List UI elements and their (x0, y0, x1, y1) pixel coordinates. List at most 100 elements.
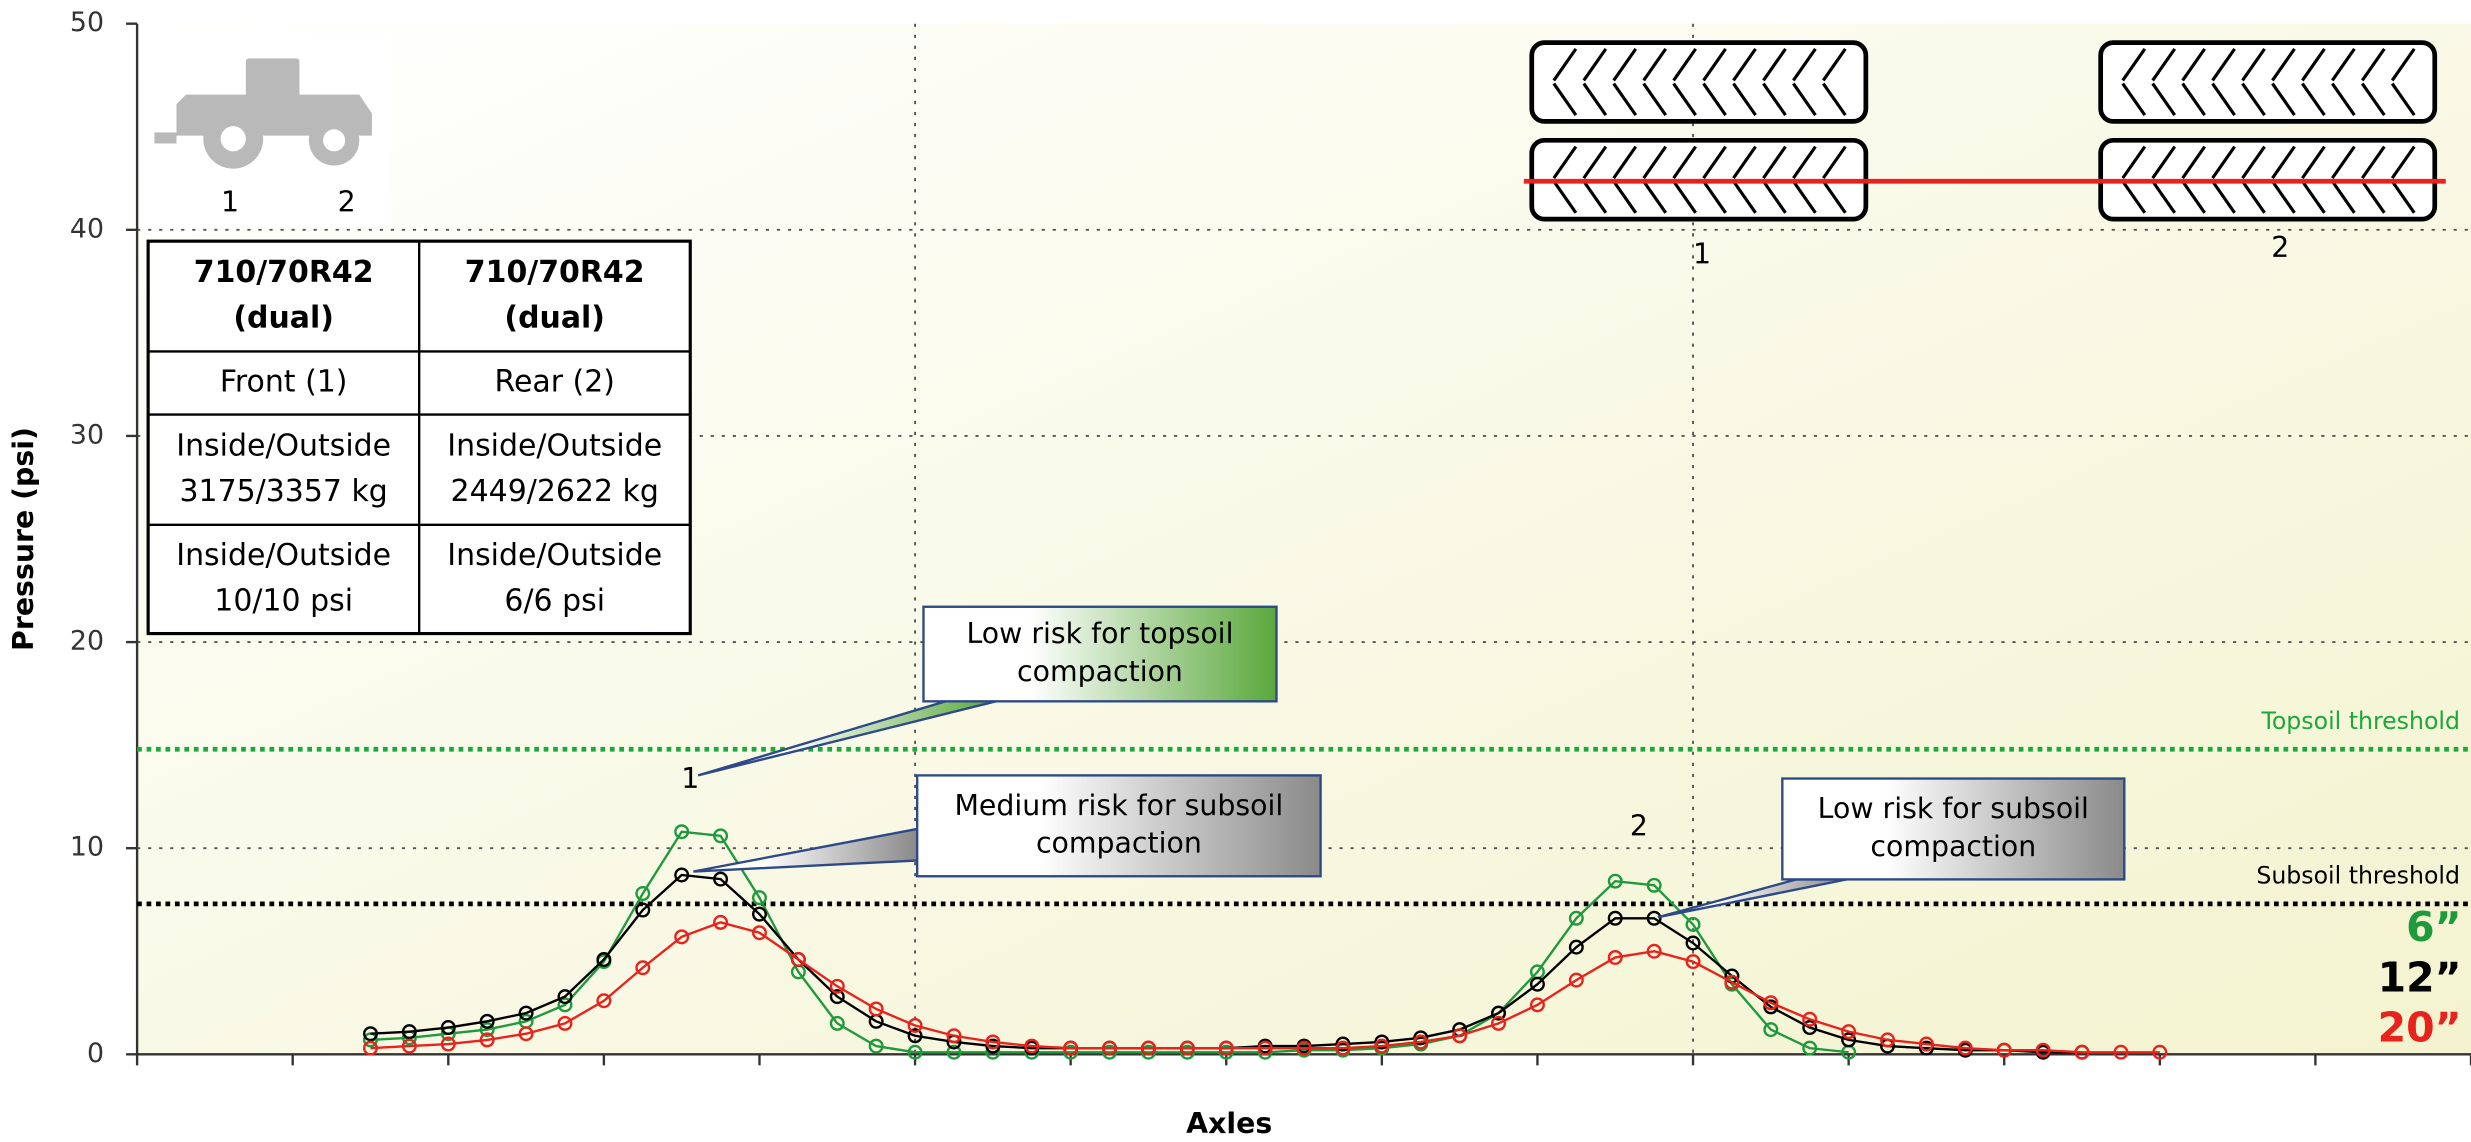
tread (2301, 145, 2326, 180)
data-point (946, 1028, 962, 1044)
tread (2241, 145, 2266, 180)
data-point (1102, 1044, 1118, 1060)
data-point (1529, 997, 1545, 1013)
table-cell: Inside/Outside (176, 428, 391, 463)
tread (1612, 145, 1638, 180)
data-point (2074, 1044, 2090, 1060)
y-tick-label: 30 (70, 419, 104, 450)
table-cell: Inside/Outside (447, 428, 662, 463)
table-cell: (dual) (233, 301, 334, 336)
tread (1552, 180, 1578, 214)
tread (2271, 145, 2296, 180)
tread (2211, 145, 2236, 180)
tread (1642, 82, 1668, 116)
tire (1529, 40, 1869, 124)
data-point (1646, 910, 1662, 926)
data-point (1452, 1028, 1468, 1044)
data-point (1685, 935, 1701, 951)
data-point (518, 1005, 534, 1021)
data-point (557, 997, 573, 1013)
data-point (1763, 999, 1779, 1015)
data-point (1568, 939, 1584, 955)
tread (2151, 82, 2177, 116)
data-point (2113, 1044, 2129, 1060)
table-cell: Rear (2) (494, 364, 614, 399)
y-axis-title: Pressure (psi) (7, 427, 40, 651)
data-point (829, 1015, 845, 1031)
tractor-cab (245, 58, 300, 106)
tread (2360, 48, 2386, 82)
tread (2271, 82, 2296, 116)
tread (2331, 145, 2356, 180)
data-point (1413, 1034, 1429, 1050)
tread (1762, 48, 1787, 82)
data-point (1646, 943, 1662, 959)
tread (1582, 48, 1608, 82)
data-point (1957, 1040, 1973, 1056)
tread (1642, 48, 1668, 82)
tread (1822, 145, 1847, 180)
icon-axle-label: 2 (338, 185, 356, 218)
callout-text: Medium risk for subsoil (954, 789, 1283, 822)
legend-entry: 12” (2378, 953, 2462, 1001)
tractor-hub (220, 126, 246, 152)
data-point (985, 1034, 1001, 1050)
table-cell: (dual) (504, 301, 605, 336)
data-point (479, 1022, 495, 1038)
tire-axle-label: 2 (2271, 231, 2289, 264)
data-point (946, 1044, 962, 1060)
data-point (1996, 1042, 2012, 1058)
tread (1672, 48, 1697, 82)
y-tick-label: 40 (70, 213, 104, 244)
data-point (1257, 1040, 1273, 1056)
tread (2331, 82, 2356, 116)
data-point (790, 952, 806, 967)
data-point (2152, 1044, 2168, 1060)
tire (2098, 40, 2438, 124)
legend-entry: 20” (2378, 1004, 2462, 1052)
tread (2181, 145, 2206, 180)
data-point (751, 925, 767, 941)
y-tick-label: 50 (70, 7, 104, 38)
tread (2151, 145, 2177, 180)
tread (1792, 48, 1817, 82)
data-point (1802, 1040, 1818, 1056)
data-point (1413, 1030, 1429, 1046)
callout-text: Low risk for subsoil (1818, 792, 2089, 825)
data-point (1218, 1040, 1234, 1056)
data-point (440, 1020, 456, 1036)
data-point (635, 902, 651, 918)
tread (1552, 82, 1578, 116)
data-point (363, 1026, 378, 1042)
tread (2181, 180, 2206, 214)
table-cell: Front (1) (220, 364, 348, 399)
data-point (440, 1036, 456, 1052)
tread (1792, 82, 1817, 116)
tread (2211, 48, 2236, 82)
table-cell: Inside/Outside (447, 538, 662, 573)
tread (1792, 180, 1817, 214)
data-point (1568, 910, 1584, 926)
table-cell: 710/70R42 (194, 255, 374, 290)
data-point (635, 886, 651, 902)
data-point (1491, 1015, 1507, 1031)
data-point (401, 1024, 417, 1040)
tractor-weight (154, 132, 177, 144)
data-point (1024, 1038, 1040, 1054)
tread (2360, 82, 2386, 116)
tread (2211, 82, 2236, 116)
tread (2181, 82, 2206, 116)
data-point (985, 1038, 1001, 1054)
tread (1732, 180, 1757, 214)
data-point (596, 993, 612, 1009)
data-point (674, 929, 690, 945)
tread (1702, 48, 1727, 82)
data-point (1102, 1040, 1118, 1056)
data-point (1646, 877, 1662, 893)
tread (2151, 48, 2177, 82)
tread (1552, 48, 1578, 82)
tread (1732, 145, 1757, 180)
icon-axle-label: 1 (221, 185, 239, 218)
callout-box (915, 774, 1322, 878)
